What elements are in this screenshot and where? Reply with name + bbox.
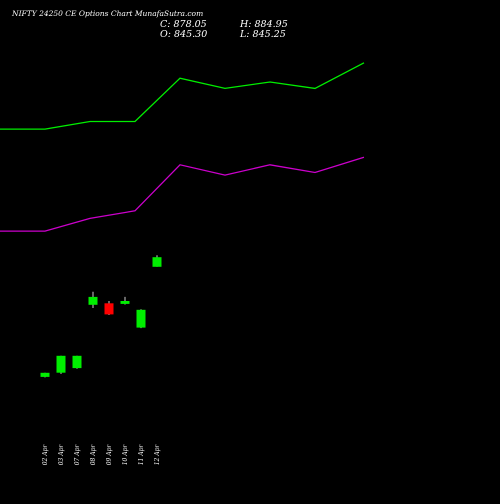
high-readout: H: 884.95: [239, 19, 288, 30]
candles: [40, 255, 162, 378]
x-tick-label: 11 Apr: [138, 444, 145, 466]
x-tick-label: 07 Apr: [74, 444, 81, 466]
series-lines: [0, 62, 365, 232]
x-tick-label: 10 Apr: [122, 444, 129, 466]
candle-body: [120, 301, 130, 304]
candle-body: [136, 309, 146, 328]
chart-title: NIFTY 24250 CE Options Chart MunafaSutra…: [11, 9, 203, 18]
series-line-1: [0, 62, 365, 130]
x-axis-labels: 02 Apr 03 Apr 07 Apr 08 Apr 09 Apr 10 Apr 11 A…: [42, 444, 161, 466]
candle-body: [104, 303, 114, 315]
series-line-2: [0, 156, 365, 232]
x-tick-label: 08 Apr: [90, 444, 97, 466]
candle-7: [136, 309, 146, 329]
candle-4: [88, 291, 98, 308]
candle-body: [40, 372, 50, 377]
candle-6: [120, 296, 130, 305]
candle-body: [152, 257, 162, 267]
candle-8: [152, 255, 162, 267]
candle-3: [72, 355, 82, 369]
x-tick-label: 09 Apr: [106, 444, 113, 466]
candle-body: [72, 355, 82, 369]
x-tick-label: 12 Apr: [154, 444, 161, 466]
candle-body: [88, 296, 98, 305]
candle-body: [56, 355, 66, 373]
x-tick-label: 02 Apr: [42, 444, 49, 466]
x-tick-label: 03 Apr: [58, 444, 65, 466]
low-readout: L: 845.25: [239, 29, 286, 40]
candle-5: [104, 301, 114, 315]
close-readout: C: 878.05: [160, 19, 207, 30]
open-readout: O: 845.30: [160, 29, 207, 40]
candle-1: [40, 372, 50, 378]
candle-2: [56, 355, 66, 374]
